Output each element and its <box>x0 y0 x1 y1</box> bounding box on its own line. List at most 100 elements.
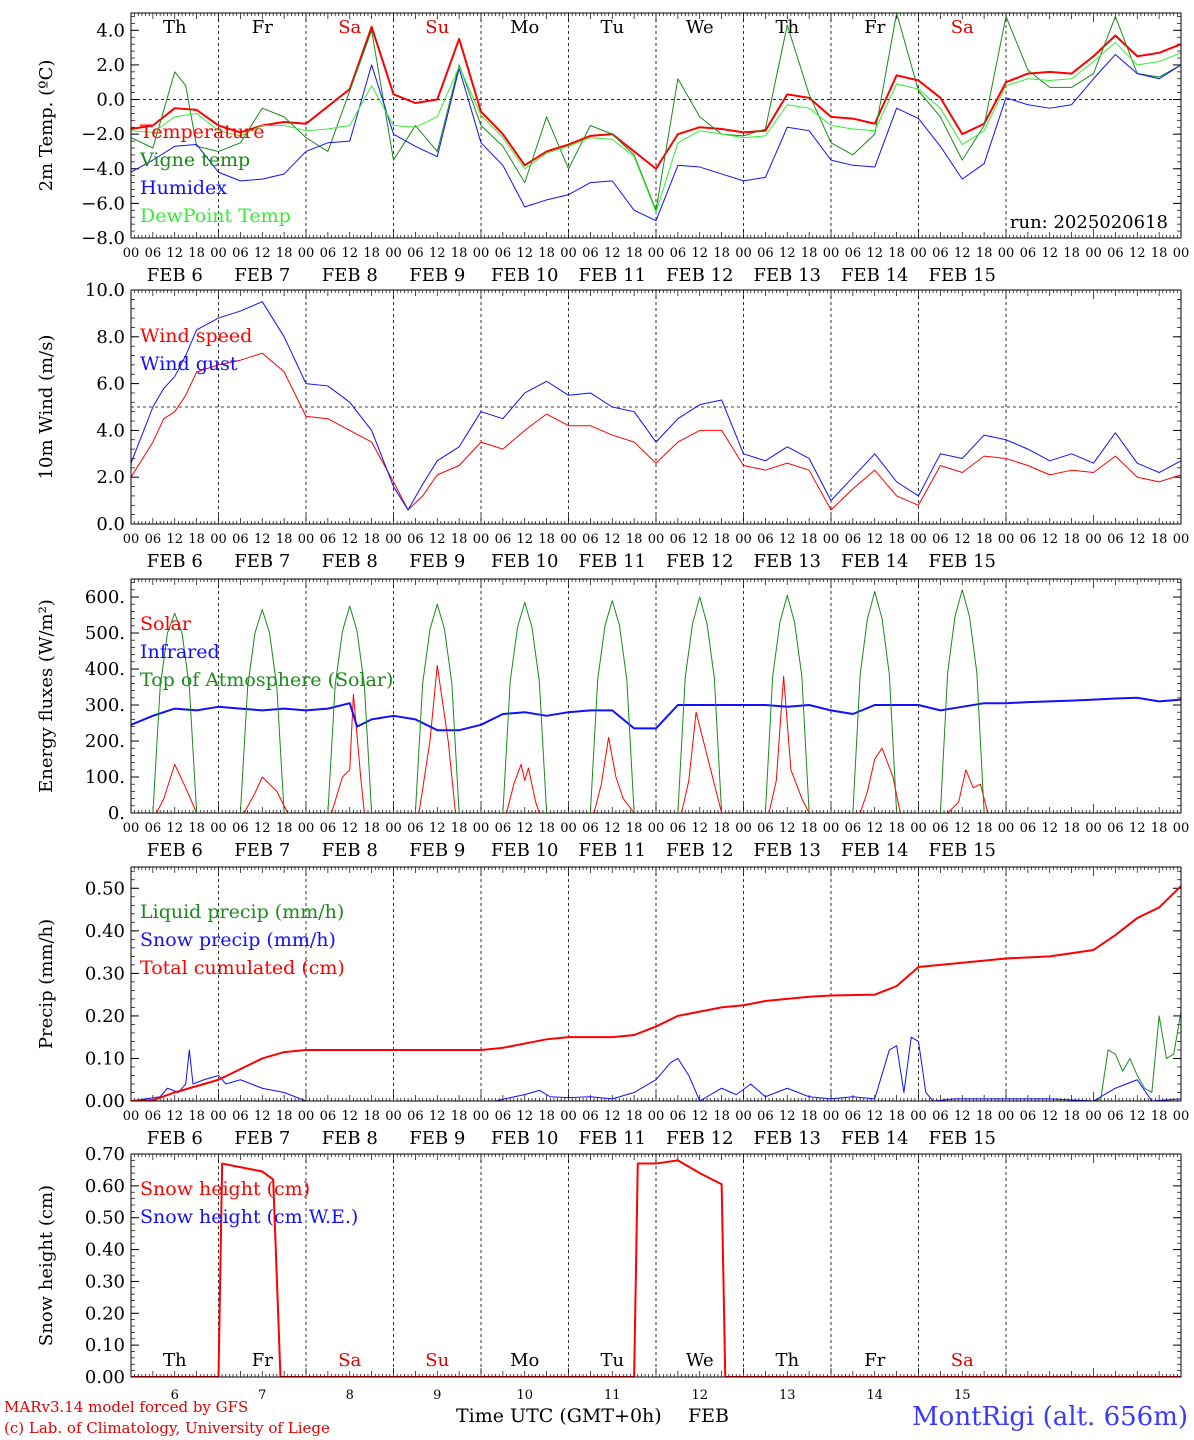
hour-label: 00 <box>385 821 402 836</box>
y-tick-label: −4.0 <box>81 159 125 180</box>
hour-label: 00 <box>210 1109 227 1124</box>
hour-label: 12 <box>1041 1109 1058 1124</box>
hour-label: 00 <box>210 821 227 836</box>
hour-label: 00 <box>473 821 490 836</box>
hour-label: 06 <box>320 1109 337 1124</box>
hour-label: 18 <box>626 821 643 836</box>
date-label: FEB 7 <box>234 551 290 572</box>
hour-label: 12 <box>691 246 708 261</box>
panel-1: 4.0 2.0 0.0 −2.0 −4.0 −6.0 −8.0 Temperature Vign… <box>36 12 1190 286</box>
y-tick-label: −8.0 <box>81 228 125 249</box>
y-tick-label: −2.0 <box>81 124 125 145</box>
hour-label: 18 <box>626 1109 643 1124</box>
hour-label: 18 <box>276 532 293 547</box>
hour-label: 06 <box>670 1109 687 1124</box>
y-tick-label: 0.0 <box>96 514 125 535</box>
hour-label: 12 <box>866 821 883 836</box>
legend-entry: Snow precip (mm/h) <box>140 929 336 951</box>
day-label: Th <box>775 1350 799 1371</box>
y-tick-label: 8.0 <box>96 327 125 348</box>
hour-label: 06 <box>1107 821 1124 836</box>
hour-label: 00 <box>998 821 1015 836</box>
legend-entry: Solar <box>140 613 192 635</box>
hour-label: 06 <box>1107 246 1124 261</box>
month-label: FEB <box>688 1405 729 1427</box>
time-axis-title: Time UTC (GMT+0h) <box>456 1405 662 1427</box>
hour-label: 06 <box>845 246 862 261</box>
hour-label: 18 <box>1063 246 1080 261</box>
hour-label: 18 <box>1063 1109 1080 1124</box>
date-label: FEB 9 <box>409 840 465 861</box>
hour-label: 06 <box>320 532 337 547</box>
series-infrared <box>131 696 1181 732</box>
y-tick-label: 0.30 <box>85 1271 125 1292</box>
hour-label: 00 <box>210 246 227 261</box>
lab-credit: (c) Lab. of Climatology, University of L… <box>4 1419 330 1437</box>
hour-label: 18 <box>976 821 993 836</box>
hour-label: 00 <box>560 1109 577 1124</box>
series-dewpoint-temp <box>131 41 1181 213</box>
day-label: Su <box>425 17 449 38</box>
date-label: FEB 10 <box>491 265 558 286</box>
date-label: FEB 7 <box>234 265 290 286</box>
hour-label: 18 <box>538 246 555 261</box>
hour-label: 00 <box>648 1109 665 1124</box>
y-tick-label: 0.00 <box>85 1091 125 1112</box>
hour-label: 00 <box>910 246 927 261</box>
hour-label: 18 <box>888 821 905 836</box>
hour-label: 06 <box>407 532 424 547</box>
hour-label: 06 <box>232 1109 249 1124</box>
date-label: FEB 6 <box>147 1128 203 1149</box>
hour-label: 12 <box>866 1109 883 1124</box>
date-label: FEB 10 <box>491 551 558 572</box>
hour-label: 00 <box>998 246 1015 261</box>
hour-label: 06 <box>407 246 424 261</box>
y-tick-label: 4.0 <box>96 420 125 441</box>
hour-label: 06 <box>1020 821 1037 836</box>
hour-label: 00 <box>823 821 840 836</box>
hour-label: 18 <box>888 246 905 261</box>
legend-entry: Infrared <box>140 641 220 663</box>
date-label: FEB 13 <box>754 551 821 572</box>
hour-label: 12 <box>341 821 358 836</box>
hour-label: 18 <box>188 246 205 261</box>
legend-entry: DewPoint Temp <box>140 205 291 227</box>
panel-3: 0. 100. 200. 300. 400. 500. 600. Solar Infrared T… <box>36 578 1189 861</box>
date-label: FEB 8 <box>322 265 378 286</box>
hour-label: 18 <box>713 821 730 836</box>
hour-label: 00 <box>298 246 315 261</box>
y-tick-label: 0.10 <box>85 1335 125 1356</box>
hour-label: 06 <box>757 246 774 261</box>
day-number-label: 12 <box>691 1388 708 1403</box>
hour-label: 00 <box>1173 532 1190 547</box>
date-label: FEB 12 <box>666 1128 733 1149</box>
legend-entry: Wind speed <box>140 325 252 347</box>
hour-label: 06 <box>1107 532 1124 547</box>
y-tick-label: 0.40 <box>85 921 125 942</box>
hour-label: 12 <box>604 246 621 261</box>
hour-label: 00 <box>1085 1109 1102 1124</box>
hour-label: 18 <box>976 532 993 547</box>
date-label: FEB 15 <box>929 840 996 861</box>
date-label: FEB 6 <box>147 840 203 861</box>
hour-label: 00 <box>560 532 577 547</box>
day-label: Fr <box>864 17 885 38</box>
y-tick-label: 200. <box>85 731 125 752</box>
hour-label: 00 <box>823 246 840 261</box>
hour-label: 18 <box>276 1109 293 1124</box>
plot-frame <box>130 578 1182 814</box>
hour-label: 12 <box>1041 532 1058 547</box>
series-solar <box>131 664 1181 813</box>
day-label: Mo <box>510 1350 539 1371</box>
hour-label: 18 <box>188 1109 205 1124</box>
day-label: Fr <box>864 1350 885 1371</box>
hour-label: 12 <box>1129 532 1146 547</box>
hour-label: 12 <box>166 1109 183 1124</box>
date-label: FEB 14 <box>841 1128 908 1149</box>
hour-label: 06 <box>757 1109 774 1124</box>
legend-entry: Vigne temp <box>139 149 250 171</box>
hour-label: 12 <box>516 821 533 836</box>
hour-label: 06 <box>145 532 162 547</box>
hour-label: 00 <box>1173 246 1190 261</box>
hour-label: 06 <box>495 1109 512 1124</box>
